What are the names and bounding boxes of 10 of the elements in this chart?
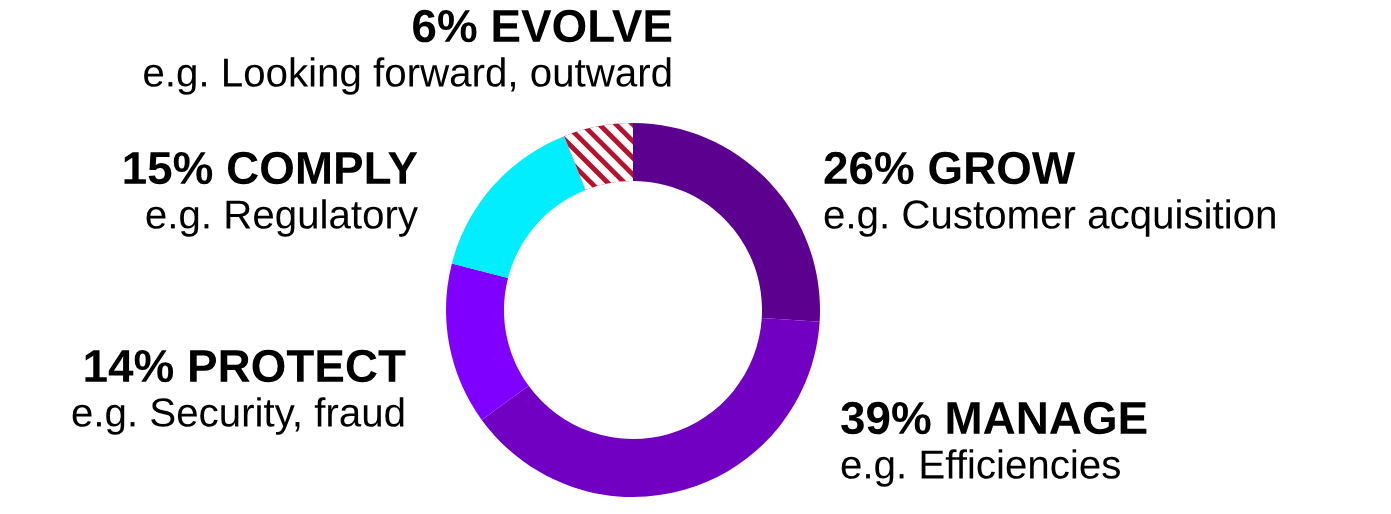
slice-label: 39% MANAGE [841,401,1147,435]
slice-label: 26% GROW [824,151,1076,185]
text: e.g. Customer acquisition [824,199,1275,237]
slice-label: 15% COMPLY [124,151,418,185]
slice-label: 14% PROTECT [85,349,406,383]
text: e.g. Efficiencies [841,449,1120,487]
text: e.g. Security, fraud [72,397,404,435]
text: e.g. Looking forward, outward [144,57,671,95]
slice-label: 6% EVOLVE [413,9,672,43]
text: e.g. Regulatory [146,199,418,237]
